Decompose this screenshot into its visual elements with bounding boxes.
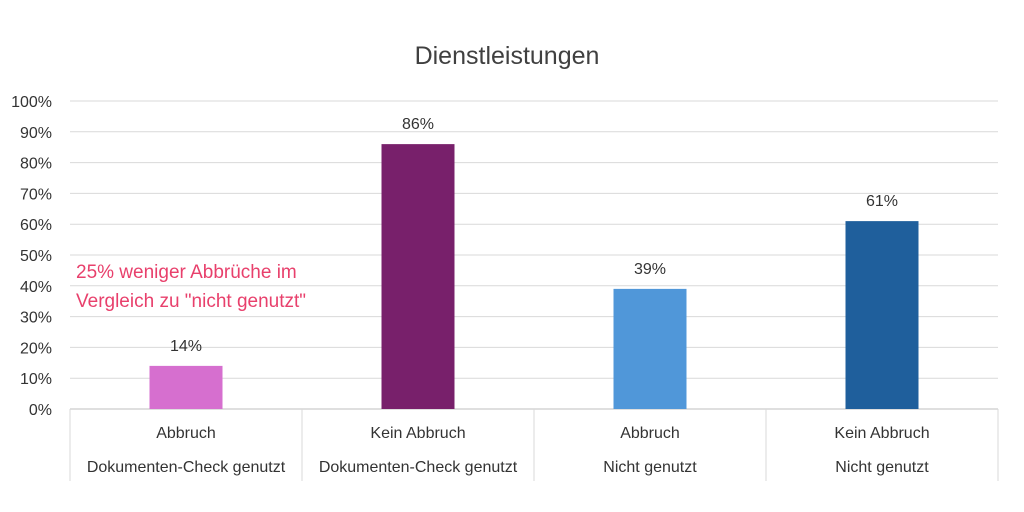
data-label: 39%: [634, 261, 666, 278]
y-tick-label: 10%: [20, 371, 52, 388]
x-group-label: Nicht genutzt: [603, 459, 697, 476]
data-label: 14%: [170, 338, 202, 355]
x-group-label: Nicht genutzt: [835, 459, 929, 476]
bar: [149, 365, 223, 409]
x-category-label: Kein Abbruch: [834, 425, 929, 442]
x-category-label: Kein Abbruch: [370, 425, 465, 442]
bar: [845, 221, 919, 409]
bars: 14% 86% 39% 61%: [149, 116, 919, 409]
y-tick-label: 40%: [20, 279, 52, 296]
gridlines: 0% 10% 20% 30% 40% 50% 60% 70% 80% 90% 100%: [11, 94, 998, 419]
x-axis: Abbruch Dokumenten-Check genutzt Kein Abbr…: [69, 409, 999, 481]
x-category-label: Abbruch: [620, 425, 680, 442]
data-label: 61%: [866, 193, 898, 210]
chart-title: Dienstleistungen: [415, 42, 600, 70]
y-tick-label: 60%: [20, 217, 52, 234]
y-tick-label: 80%: [20, 156, 52, 173]
data-label: 86%: [402, 116, 434, 133]
y-tick-label: 30%: [20, 310, 52, 327]
x-group-label: Dokumenten-Check genutzt: [319, 459, 518, 476]
y-tick-label: 90%: [20, 125, 52, 142]
y-tick-label: 20%: [20, 340, 52, 357]
annotation-line-2: Vergleich zu "nicht genutzt": [76, 291, 306, 312]
y-tick-label: 0%: [29, 402, 52, 419]
x-category-label: Abbruch: [156, 425, 216, 442]
x-group-label: Dokumenten-Check genutzt: [87, 459, 286, 476]
bar: [381, 144, 455, 409]
y-tick-label: 70%: [20, 186, 52, 203]
bar: [613, 288, 687, 409]
y-tick-label: 50%: [20, 248, 52, 265]
y-tick-label: 100%: [11, 94, 52, 111]
annotation-line-1: 25% weniger Abbrüche im: [76, 262, 297, 283]
